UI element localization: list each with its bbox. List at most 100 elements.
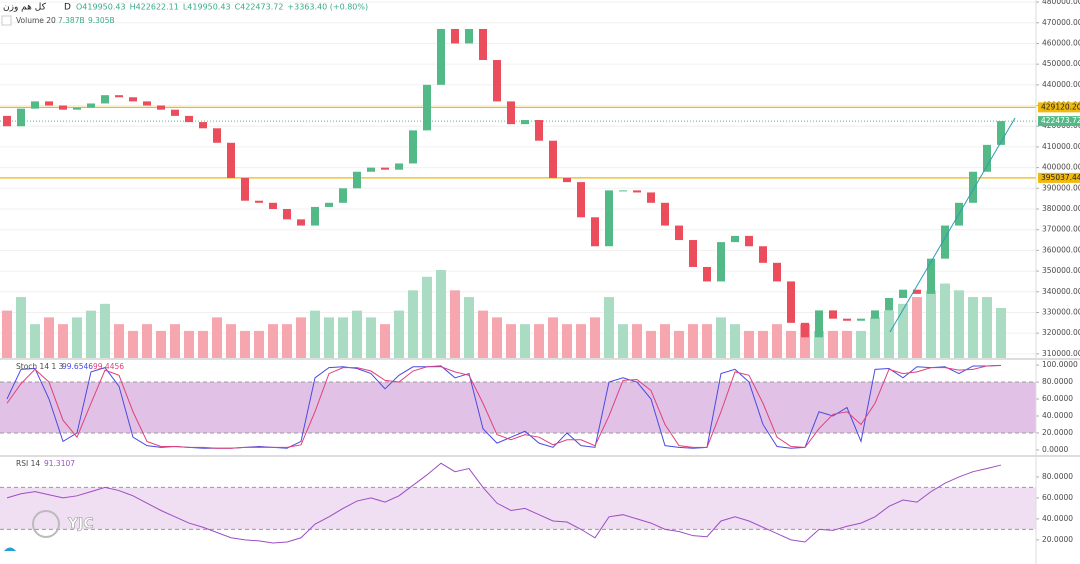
candle: [283, 209, 291, 220]
candle: [661, 202, 669, 226]
candle: [689, 240, 697, 267]
volume-bar: [338, 317, 348, 358]
volume-bar: [688, 324, 698, 358]
y-tick-label: 60.0000: [1042, 493, 1073, 502]
y-tick-label: 320000.00: [1042, 328, 1080, 337]
ohlc-value: L419950.43: [183, 3, 231, 12]
volume-bar: [450, 290, 460, 358]
candle: [269, 202, 277, 210]
candle: [101, 95, 109, 104]
volume-bar: [170, 324, 180, 358]
ohlc-value: H422622.11: [130, 3, 179, 12]
y-tick-label: 360000.00: [1042, 245, 1080, 254]
volume-bar: [870, 317, 880, 358]
volume-bar: [184, 330, 194, 358]
candle: [983, 144, 991, 172]
header: کل هم وزن D: [3, 3, 71, 13]
volume-bar: [156, 330, 166, 358]
volume-bar: [2, 310, 12, 358]
candle: [297, 219, 305, 226]
band: [0, 382, 1036, 433]
volume-bar: [940, 283, 950, 358]
level-label: 395037.44: [1041, 173, 1080, 182]
volume-bar: [240, 330, 250, 358]
y-tick-label: 470000.00: [1042, 18, 1080, 27]
trend-line: [889, 117, 1016, 333]
band: [0, 487, 1036, 530]
volume-bar: [380, 324, 390, 358]
volume-bar: [716, 317, 726, 358]
volume-bar: [366, 317, 376, 358]
level-label-bg: [1038, 102, 1080, 113]
candle: [479, 28, 487, 61]
candle: [605, 190, 613, 247]
candle: [199, 122, 207, 129]
candle: [185, 115, 193, 123]
y-tick-label: 20.0000: [1042, 428, 1073, 437]
candle: [941, 225, 949, 259]
volume-bar: [884, 310, 894, 358]
volume-title: Volume 20: [16, 16, 56, 25]
collapse-button[interactable]: [1, 15, 12, 26]
level-label: 429120.20: [1041, 102, 1080, 111]
volume-bar: [954, 290, 964, 358]
candle: [717, 242, 725, 282]
volume-bar: [464, 297, 474, 358]
y-tick-label: 20.0000: [1042, 535, 1073, 544]
rsi-value: 91.3107: [44, 459, 75, 468]
indicator-line: [6, 365, 1002, 449]
volume-bar: [408, 290, 418, 358]
volume-bar: [296, 317, 306, 358]
volume-bar: [982, 297, 992, 358]
volume-bar: [436, 270, 446, 358]
y-tick-label: 440000.00: [1042, 80, 1080, 89]
volume-bar: [548, 317, 558, 358]
candle: [787, 281, 795, 323]
volume-bar: [114, 324, 124, 358]
candle: [437, 28, 445, 85]
volume-bar: [254, 330, 264, 358]
volume-bar: [618, 324, 628, 358]
watermark: YJC: [67, 516, 94, 532]
volume-bar: [212, 317, 222, 358]
volume-value: 7.387B: [58, 16, 85, 25]
volume-bar: [842, 330, 852, 358]
volume-bar: [324, 317, 334, 358]
candle: [549, 140, 557, 178]
candle: [451, 28, 459, 44]
candle: [885, 297, 893, 311]
y-tick-label: 380000.00: [1042, 204, 1080, 213]
volume-bar: [86, 310, 96, 358]
volume-bar: [44, 317, 54, 358]
candle: [703, 266, 711, 282]
volume-bar: [828, 330, 838, 358]
volume-bar: [772, 324, 782, 358]
candle: [381, 167, 389, 170]
candle: [255, 200, 263, 203]
volume-bar: [534, 324, 544, 358]
y-tick-label: 450000.00: [1042, 59, 1080, 68]
candle: [87, 103, 95, 108]
volume-bar: [492, 317, 502, 358]
stoch-d-value: 99.4456: [93, 362, 124, 371]
ohlc-legend: O419950.43 H422622.11 L419950.43 C422473.72…: [76, 3, 368, 12]
volume-bar: [128, 330, 138, 358]
volume-bar: [800, 324, 810, 358]
candle: [31, 101, 39, 109]
candle: [367, 167, 375, 172]
candle: [591, 217, 599, 247]
volume-bar: [58, 324, 68, 358]
candle: [521, 120, 529, 125]
logo-icon: [4, 547, 16, 551]
y-tick-label: 100.0000: [1042, 360, 1078, 369]
volume-bar: [100, 303, 110, 358]
volume-bar: [604, 297, 614, 358]
stoch-k-value: 99.6546: [62, 362, 93, 371]
candle: [213, 128, 221, 143]
candle: [969, 171, 977, 203]
volume-bar: [926, 290, 936, 358]
ohlc-value: +3363.40 (+0.80%): [287, 3, 368, 12]
candle: [675, 225, 683, 241]
candle: [59, 105, 67, 110]
last-price-label: 422473.72: [1041, 116, 1080, 125]
